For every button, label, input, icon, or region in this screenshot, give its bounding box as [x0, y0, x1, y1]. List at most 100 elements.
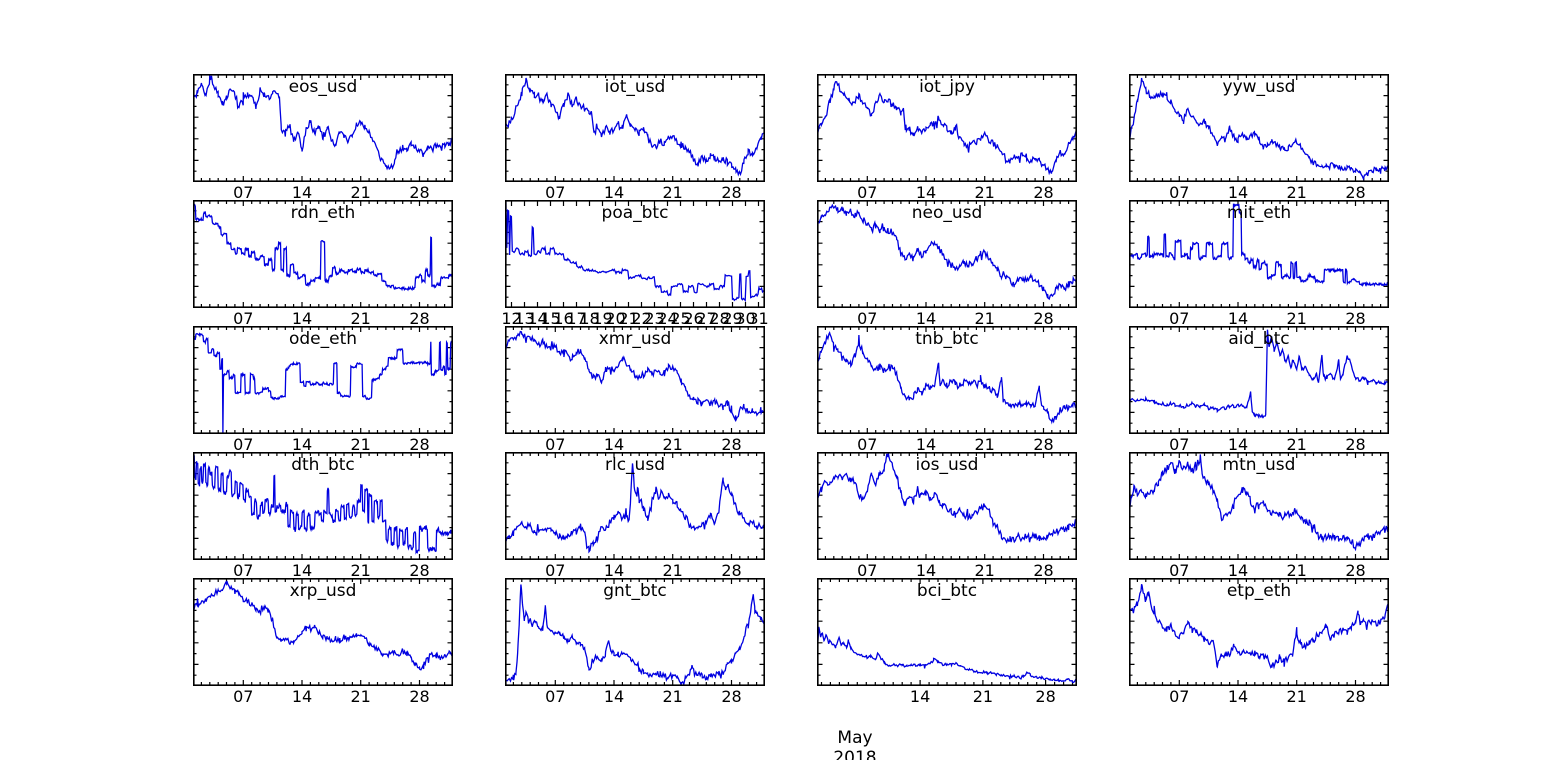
axes-frame [1129, 200, 1389, 308]
x-tick-label: 28 [1033, 309, 1054, 328]
x-tick-label: 14 [603, 435, 625, 454]
x-tick-label: 21 [972, 687, 994, 706]
axis-ticks [193, 453, 453, 559]
price-line [193, 580, 453, 671]
x-tick-label: 21 [1286, 309, 1307, 328]
x-tick-label: 07 [857, 183, 878, 202]
x-tick-label: 28 [1345, 435, 1366, 454]
x-tick-label: 28 [1033, 435, 1054, 454]
axes-frame [505, 200, 765, 308]
axis-ticks [193, 327, 453, 433]
x-tick-label: 21 [1286, 183, 1307, 202]
x-tick-label: 14 [291, 183, 313, 202]
x-tick-label: 28 [709, 309, 730, 328]
price-line [1129, 583, 1389, 670]
x-tick-label: 21 [1286, 435, 1307, 454]
price-line [193, 455, 453, 555]
subplot-bci_btc: bci_btc [817, 578, 1077, 686]
x-tick-label: 14 [603, 183, 625, 202]
chart-canvas [817, 326, 1077, 434]
x-tick-label: 07 [233, 309, 254, 328]
axes-frame [193, 200, 453, 308]
chart-canvas [817, 452, 1077, 560]
price-line [505, 463, 765, 554]
x-tick-label: 21 [1286, 561, 1307, 580]
axes-frame [193, 578, 453, 686]
x-tick-label: 14 [915, 561, 937, 580]
axis-ticks [505, 453, 765, 559]
x-axis-label-year: 2018 [833, 748, 877, 760]
price-line [505, 584, 765, 686]
x-tick-label: 20 [605, 309, 626, 328]
x-tick-label: 21 [974, 183, 995, 202]
axes-frame [193, 452, 453, 560]
x-tick-label: 28 [409, 183, 430, 202]
price-line [505, 200, 765, 303]
axes-frame [505, 74, 765, 182]
x-tick-label: 21 [350, 309, 371, 328]
subplot-iot_usd: iot_usd [505, 74, 765, 182]
x-tick-label: 07 [545, 687, 566, 706]
x-tick-label: 15 [540, 309, 561, 328]
x-tick-label: 19 [592, 309, 613, 328]
x-tick-label: 17 [566, 309, 587, 328]
x-tick-label: 14 [291, 435, 313, 454]
price-line [1129, 329, 1389, 420]
chart-canvas [817, 200, 1077, 308]
x-tick-label: 21 [974, 309, 995, 328]
x-tick-label: 26 [683, 309, 704, 328]
x-tick-label: 28 [409, 687, 430, 706]
subplot-xmr_usd: xmr_usd [505, 326, 765, 434]
x-tick-label: 14 [915, 309, 937, 328]
x-tick-label: 21 [662, 561, 683, 580]
x-tick-label: 07 [545, 435, 566, 454]
x-tick-label: 28 [409, 309, 430, 328]
x-tick-label: 18 [579, 309, 600, 328]
chart-canvas [505, 74, 765, 182]
x-tick-label: 28 [1345, 561, 1366, 580]
subplot-tnb_btc: tnb_btc [817, 326, 1077, 434]
axes-frame [1129, 452, 1389, 560]
axes-frame [193, 74, 453, 182]
x-tick-label: 12 [501, 309, 522, 328]
axes-frame [505, 452, 765, 560]
x-tick-label: 14 [1227, 561, 1249, 580]
price-line [1129, 203, 1389, 288]
x-tick-label: 21 [974, 561, 995, 580]
x-tick-label: 28 [1033, 561, 1054, 580]
price-line [193, 75, 453, 171]
x-tick-label: 28 [1033, 183, 1054, 202]
chart-canvas [1129, 74, 1389, 182]
x-tick-label: 27 [696, 309, 717, 328]
x-tick-label: 28 [1345, 183, 1366, 202]
x-tick-label: 07 [1169, 309, 1190, 328]
chart-canvas [193, 452, 453, 560]
chart-canvas [505, 326, 765, 434]
x-tick-label: 28 [1345, 309, 1366, 328]
axis-ticks [505, 327, 765, 433]
subplot-dth_btc: dth_btc [193, 452, 453, 560]
x-tick-label: 07 [233, 561, 254, 580]
x-tick-label: 14 [909, 687, 931, 706]
price-line [505, 77, 765, 177]
x-tick-label: 28 [1345, 687, 1366, 706]
x-tick-label: 21 [662, 183, 683, 202]
subplot-gnt_btc: gnt_btc [505, 578, 765, 686]
axis-ticks [817, 453, 1077, 559]
chart-canvas [505, 578, 765, 686]
price-line [193, 202, 453, 292]
x-tick-label: 21 [350, 435, 371, 454]
price-line [505, 330, 765, 423]
x-tick-label: 14 [603, 687, 625, 706]
axes-frame [1129, 326, 1389, 434]
axis-ticks [818, 579, 1076, 685]
subplot-eos_usd: eos_usd [193, 74, 453, 182]
x-tick-label: 07 [1169, 687, 1190, 706]
x-tick-label: 07 [545, 561, 566, 580]
x-tick-label: 14 [1227, 687, 1249, 706]
x-tick-label: 24 [657, 309, 678, 328]
x-tick-label: 22 [631, 309, 652, 328]
price-line [1129, 454, 1389, 552]
axes-frame [505, 578, 765, 686]
x-tick-label: 07 [233, 183, 254, 202]
